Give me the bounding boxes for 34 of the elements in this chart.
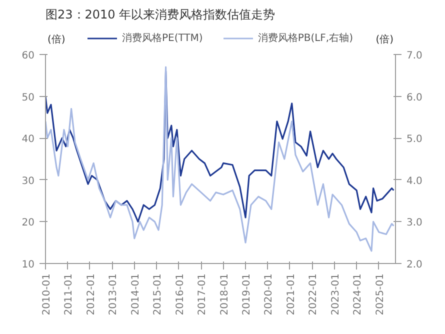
y2-tick-label: 3.0 — [406, 218, 422, 229]
x-tick-label: 2023-01 — [330, 273, 342, 316]
x-tick-label: 2016-01 — [174, 273, 186, 316]
x-tick-label: 2018-01 — [219, 273, 230, 316]
legend-label: 消费风格PB(LF,右轴) — [258, 32, 354, 45]
chart-title: 图23：2010 年以来消费风格指数估值走势 — [46, 8, 276, 22]
y-tick-label: 50 — [22, 92, 35, 104]
y2-tick-label: 7.0 — [406, 50, 422, 62]
y-tick-label: 30 — [22, 176, 35, 187]
legend-label: 消费风格PE(TTM) — [122, 32, 203, 45]
y-axis-title: (倍) — [48, 34, 66, 46]
x-tick-label: 2015-01 — [152, 273, 164, 316]
x-tick-label: 2022-01 — [308, 273, 320, 316]
x-tick-label: 2017-01 — [197, 273, 208, 316]
y-tick-label: 10 — [22, 260, 35, 270]
x-tick-label: 2020-01 — [264, 273, 275, 316]
x-tick-label: 2010-01 — [42, 273, 52, 316]
x-tick-label: 2024-01 — [352, 273, 364, 316]
x-tick-label: 2025-01 — [374, 273, 386, 316]
y2-tick-label: 2.0 — [406, 260, 422, 270]
x-tick-label: 2019-01 — [242, 273, 253, 316]
x-tick-label: 2011-01 — [64, 273, 75, 316]
y2-tick-label: 4.0 — [406, 176, 422, 187]
y2-axis-title: (倍) — [376, 34, 394, 46]
y-tick-label: 40 — [22, 134, 35, 146]
x-tick-label: 2013-01 — [108, 273, 120, 316]
y-tick-label: 60 — [22, 50, 35, 62]
x-tick-label: 2014-01 — [130, 273, 142, 316]
y2-tick-label: 6.0 — [406, 92, 422, 104]
y-tick-label: 20 — [22, 218, 35, 229]
y2-tick-label: 5.0 — [406, 134, 422, 146]
line-series — [46, 66, 394, 252]
x-tick-label: 2021-01 — [286, 273, 297, 316]
x-tick-label: 2012-01 — [86, 273, 97, 316]
